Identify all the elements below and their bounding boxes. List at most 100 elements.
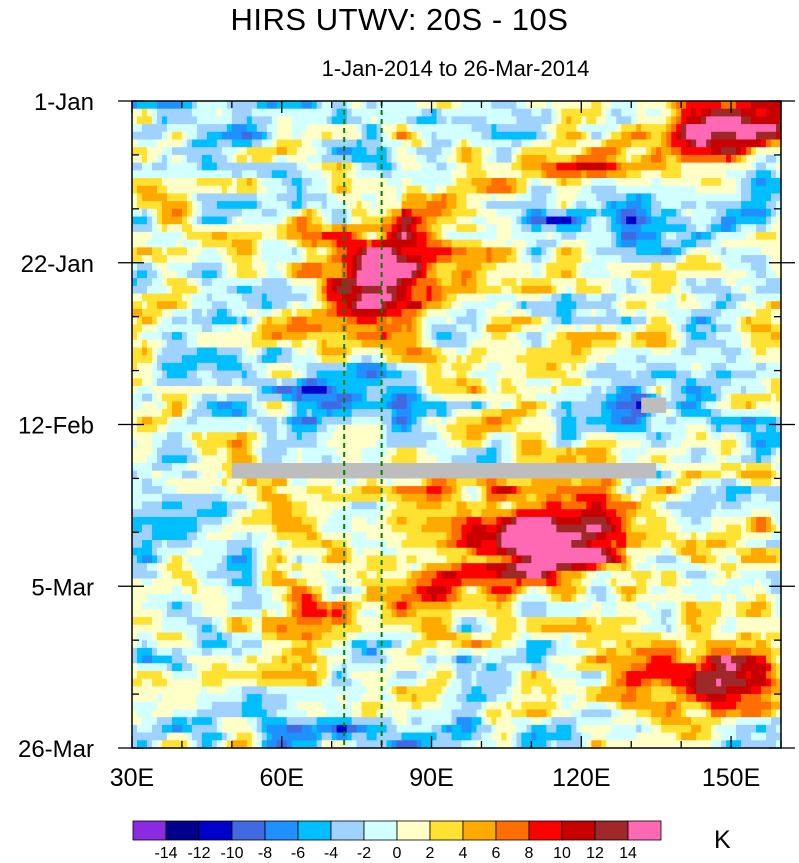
field-cell [601,101,607,110]
field-cell [161,362,168,372]
field-cell [711,378,717,387]
field-cell [561,301,567,310]
field-cell [431,332,438,341]
field-cell [606,108,612,117]
field-cell [296,285,303,295]
field-cell [736,116,742,125]
field-cell [216,201,223,210]
field-cell [471,216,478,225]
field-cell [686,101,692,110]
field-cell [611,131,617,141]
field-cell [751,139,757,148]
field-cell [656,378,662,387]
field-cell [591,378,597,387]
field-cell [211,201,218,210]
field-cell [741,124,747,133]
field-cell [731,193,737,202]
field-cell [661,355,667,364]
field-cell [621,324,627,333]
field-cell [186,108,193,117]
field-cell [491,201,498,210]
field-cell [756,278,762,287]
field-cell [766,324,772,333]
field-cell [571,339,577,349]
field-cell [616,224,622,233]
field-cell [276,247,283,256]
field-cell [621,278,627,287]
field-cell [611,255,617,264]
field-cell [676,370,682,379]
field-cell [626,231,632,241]
field-cell [606,324,612,333]
field-cell [566,247,572,256]
field-cell [761,355,767,364]
field-cell [196,147,203,156]
field-cell [406,370,413,379]
field-cell [571,185,577,195]
field-cell [501,224,508,233]
field-cell [751,178,757,187]
field-cell [526,231,532,241]
field-cell [396,216,403,225]
field-cell [756,347,762,356]
field-cell [686,139,692,148]
field-cell [301,131,308,141]
field-cell [691,193,697,202]
field-cell [601,370,607,379]
field-cell [151,131,158,141]
field-cell [216,216,223,225]
field-cell [316,378,323,387]
field-cell [656,101,662,110]
field-cell [601,347,607,356]
field-cell [166,370,173,379]
field-cell [351,178,358,187]
field-cell [421,162,428,171]
field-cell [596,278,602,287]
field-cell [221,154,228,164]
field-cell [411,385,418,395]
field-cell [571,278,577,287]
field-cell [211,255,218,264]
field-cell [746,239,752,248]
field-cell [476,185,483,195]
field-cell [556,224,562,233]
field-cell [756,370,762,379]
field-cell [326,216,333,225]
field-cell [686,116,692,125]
field-cell [246,385,253,395]
field-cell [171,293,178,302]
field-cell [266,378,273,387]
field-cell [136,370,143,379]
field-cell [581,385,587,395]
field-cell [576,316,582,325]
field-cell [476,324,483,333]
field-cell [376,385,383,395]
field-cell [476,339,483,349]
field-cell [776,131,782,141]
field-cell [676,339,682,349]
field-cell [376,301,383,310]
field-cell [581,301,587,310]
field-cell [446,162,453,171]
field-cell [311,316,318,325]
field-cell [581,332,587,341]
field-cell [351,355,358,364]
field-cell [266,162,273,171]
field-cell [766,301,772,310]
field-cell [411,131,418,141]
field-cell [461,270,468,279]
field-cell [726,239,732,248]
field-cell [406,278,413,287]
field-cell [566,178,572,187]
field-cell [181,162,188,171]
field-cell [426,308,433,318]
field-cell [231,385,238,395]
field-cell [646,201,652,210]
field-cell [196,108,203,117]
anomaly-field [132,101,782,749]
field-cell [571,170,577,179]
field-cell [681,131,687,141]
field-cell [526,285,532,295]
field-cell [646,216,652,225]
field-cell [156,101,163,110]
